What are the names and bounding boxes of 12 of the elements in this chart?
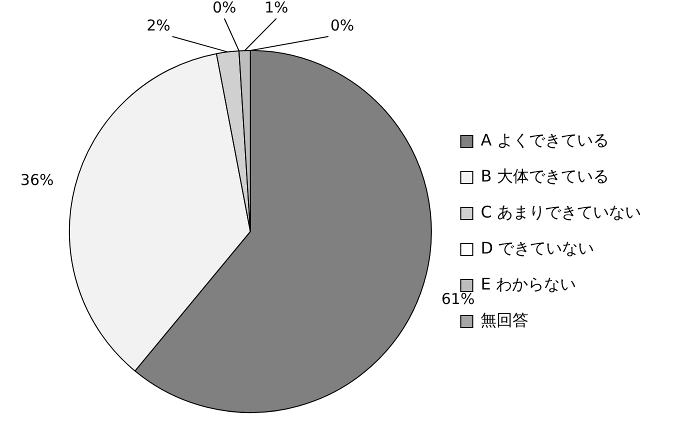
text: 0% <box>330 16 354 34</box>
legend-label: C あまりできていない <box>480 202 642 222</box>
legend-label: A よくできている <box>480 130 609 150</box>
data-label: 1% <box>264 0 288 16</box>
legend-label: E わからない <box>480 274 576 294</box>
data-label: 36% <box>20 170 54 189</box>
legend-label: B 大体できている <box>480 166 609 186</box>
data-label: 2% <box>146 16 170 34</box>
data-label: 61% <box>441 290 475 308</box>
legend-label: 無回答 <box>480 310 529 330</box>
legend-label: D できていない <box>480 238 594 258</box>
text: 0% <box>212 0 236 16</box>
